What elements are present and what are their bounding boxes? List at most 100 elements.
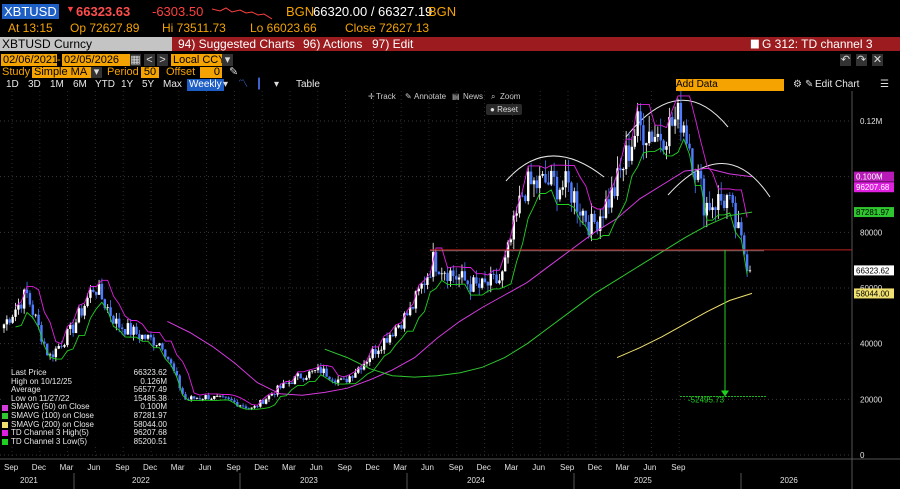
candle-body <box>51 354 55 358</box>
study-select[interactable]: Simple MA <box>32 67 92 78</box>
start-date-field[interactable]: 02/06/2021 <box>1 54 59 66</box>
ticker-box[interactable]: XBTUSD <box>2 4 59 19</box>
value-tag <box>854 207 894 218</box>
candle-body <box>719 194 723 201</box>
end-date-field[interactable]: 02/05/2026 <box>62 54 130 66</box>
legend-value: 58044.00 <box>133 419 167 429</box>
candle-body <box>521 195 524 197</box>
currency-select[interactable]: Local CCY <box>171 54 226 66</box>
range-5y[interactable]: 5Y <box>142 79 155 90</box>
chart-settings-icon[interactable]: ⚙ <box>793 79 802 90</box>
x-month-label: Mar <box>616 463 630 472</box>
candle-body <box>20 304 23 309</box>
range-1m[interactable]: 1M <box>50 79 64 90</box>
range-6m[interactable]: 6M <box>73 79 87 90</box>
track-tool[interactable]: Track <box>376 92 396 101</box>
legend-item[interactable]: SMAVG (50) on Close 0.100M <box>2 403 167 412</box>
actions-menu[interactable]: 96) Actions <box>303 37 363 51</box>
candle-body <box>328 376 331 380</box>
frequency-dropdown-icon[interactable]: ▾ <box>223 79 229 90</box>
candle-body <box>201 398 204 400</box>
news-tool[interactable]: News <box>463 92 484 101</box>
x-month-label: Dec <box>477 463 491 472</box>
period-field[interactable]: 50 <box>141 67 159 78</box>
value-tag-label: 0.100M <box>856 173 883 182</box>
edit-chart-button[interactable]: Edit Chart <box>815 79 860 90</box>
candle-body <box>397 325 400 328</box>
quote-close: Close 72627.13 <box>345 21 430 35</box>
quote-time: At 13:15 <box>8 21 53 35</box>
candle-body <box>351 376 354 378</box>
range-1d[interactable]: 1D <box>6 79 19 90</box>
legend-item[interactable]: Last Price 66323.62 <box>2 368 167 378</box>
candle-body <box>371 349 374 359</box>
redo-icon[interactable]: ↷ <box>856 54 867 66</box>
next-period-icon[interactable]: > <box>157 54 168 66</box>
candle-body <box>694 172 697 180</box>
candle-body <box>639 111 642 126</box>
reset-icon: ● <box>490 105 495 114</box>
offset-field[interactable]: 0 <box>200 67 222 78</box>
undo-icon[interactable]: ↶ <box>840 54 851 66</box>
range-3d[interactable]: 3D <box>28 79 41 90</box>
frequency-select[interactable]: Weekly <box>187 79 224 91</box>
candle-body <box>578 211 582 216</box>
annotate-tool[interactable]: Annotate <box>414 92 447 101</box>
add-data-button[interactable]: Add Data <box>676 79 784 91</box>
legend-label: Low on 11/27/22 <box>11 394 70 403</box>
suggested-charts-menu[interactable]: 94) Suggested Charts <box>178 37 295 51</box>
security-field[interactable]: XBTUSD Curncy <box>0 37 172 51</box>
table-button[interactable]: Table <box>296 79 320 90</box>
candle-body <box>342 378 346 380</box>
candle-body <box>552 170 556 177</box>
close-icon[interactable]: ✕ <box>872 54 883 66</box>
x-month-label: Jun <box>87 463 100 472</box>
line-chart-icon[interactable]: 〽 <box>238 79 248 90</box>
annotate-icon: ✎ <box>405 92 412 101</box>
legend-item[interactable]: SMAVG (200) on Close 58044.00 <box>2 419 167 430</box>
chart-type-dropdown-icon[interactable]: ▾ <box>274 79 280 90</box>
edit-menu[interactable]: 97) Edit <box>372 37 414 51</box>
price-chart[interactable]: -52495.73 0200004000060000800000.12M0.10… <box>0 91 900 489</box>
legend-item[interactable]: Average 56577.49 <box>2 386 167 395</box>
track-icon: ✛ <box>368 92 375 101</box>
candle-body <box>705 202 708 216</box>
candle-body <box>331 379 334 381</box>
x-month-label: Sep <box>560 463 575 472</box>
candle-body <box>558 189 562 200</box>
pencil-edit-icon[interactable]: ✎ <box>805 79 814 90</box>
legend-item[interactable]: Low on 11/27/22 15485.38 <box>2 394 167 404</box>
study-dropdown-icon[interactable]: ▾ <box>91 67 102 78</box>
range-ytd[interactable]: YTD <box>95 79 115 90</box>
legend-label: TD Channel 3 Low(5) <box>11 437 88 446</box>
candle-body <box>740 222 743 236</box>
legend-item[interactable]: TD Channel 3 Low(5) 85200.51 <box>2 437 167 447</box>
candle-body <box>575 191 579 212</box>
legend-item[interactable]: SMAVG (100) on Close 87281.97 <box>2 411 167 421</box>
horizontal-lines: -52495.73 <box>430 249 852 405</box>
bgn-label: BGN <box>286 4 315 19</box>
pencil-icon[interactable]: ✎ <box>229 66 239 78</box>
reset-button[interactable]: ● Reset <box>486 104 522 115</box>
legend-item[interactable]: TD Channel 3 High(5) 96207.68 <box>2 429 167 438</box>
chart-list-icon[interactable]: ☰ <box>880 79 889 90</box>
prev-period-icon[interactable]: < <box>144 54 155 66</box>
range-1y[interactable]: 1Y <box>121 79 134 90</box>
legend-value: 56577.49 <box>133 385 167 395</box>
x-year-label: 2025 <box>634 476 652 485</box>
candle-body <box>610 187 613 208</box>
currency-dropdown-icon[interactable]: ▾ <box>222 54 233 66</box>
zoom-tool[interactable]: Zoom <box>500 92 521 101</box>
range-max[interactable]: Max <box>163 79 182 90</box>
candle-body <box>345 378 348 383</box>
candle-body <box>46 343 49 356</box>
legend-item[interactable]: High on 10/12/25 0.126M <box>2 377 167 387</box>
candle-chart-icon[interactable]: ┃ <box>256 79 263 90</box>
legend-swatch <box>2 396 8 402</box>
candle-body <box>722 200 726 209</box>
graph-title[interactable]: G 312: TD channel 3 <box>762 37 873 51</box>
calendar-icon[interactable]: ▦ <box>130 54 141 66</box>
x-month-label: Sep <box>671 463 686 472</box>
candle-body <box>2 324 6 329</box>
candle-body <box>463 271 467 281</box>
